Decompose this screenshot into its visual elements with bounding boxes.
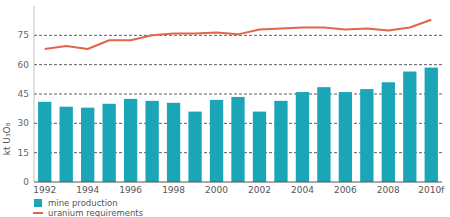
x-tick-label: 1992 (33, 185, 56, 195)
x-tick-label: 2006 (334, 185, 357, 195)
grid-line (34, 64, 442, 65)
bar (296, 92, 309, 182)
line (45, 20, 432, 49)
y-tick-label: 30 (18, 118, 30, 128)
bar (188, 112, 201, 182)
bar (124, 99, 137, 182)
x-tick-label: 2004 (291, 185, 314, 195)
y-tick-label: 45 (18, 89, 29, 99)
bar (60, 107, 73, 182)
bar (145, 101, 158, 182)
bar (38, 102, 51, 182)
chart: 0 15 30 45 60 75 kt U₃O₈ 1992 1994 1996 1998 2000 20… (0, 0, 450, 217)
bar (81, 108, 94, 182)
bar (253, 112, 266, 182)
plot-area (38, 20, 438, 182)
x-tick-label: 1994 (76, 185, 99, 195)
y-tick-label: 15 (18, 148, 29, 158)
x-tick-label: 1998 (162, 185, 185, 195)
legend-label: mine production (48, 198, 118, 208)
y-axis-label: kt U₃O₈ (2, 122, 12, 155)
bar (103, 104, 116, 182)
bar (274, 101, 287, 182)
y-tick-label: 0 (23, 177, 29, 187)
legend-swatch (33, 212, 43, 214)
y-tick-label: 75 (18, 30, 29, 40)
x-tick-label: 2002 (248, 185, 271, 195)
y-axis (34, 6, 35, 182)
x-tick-label: 1996 (119, 185, 142, 195)
x-tick-label: 2010f (418, 185, 445, 195)
bar (231, 97, 244, 182)
bar (339, 92, 352, 182)
y-tick-label: 60 (18, 60, 30, 70)
x-tick-label: 2000 (205, 185, 228, 195)
x-axis (34, 182, 442, 183)
bar (360, 89, 373, 182)
legend-swatch (34, 199, 42, 207)
bar (425, 68, 438, 182)
legend-label: uranium requirements (48, 208, 144, 217)
x-tick-label: 2008 (377, 185, 400, 195)
bar (403, 72, 416, 182)
bar (317, 87, 330, 182)
grid-line (34, 94, 442, 95)
bar (382, 82, 395, 182)
bar (210, 100, 223, 182)
bar (167, 103, 180, 182)
